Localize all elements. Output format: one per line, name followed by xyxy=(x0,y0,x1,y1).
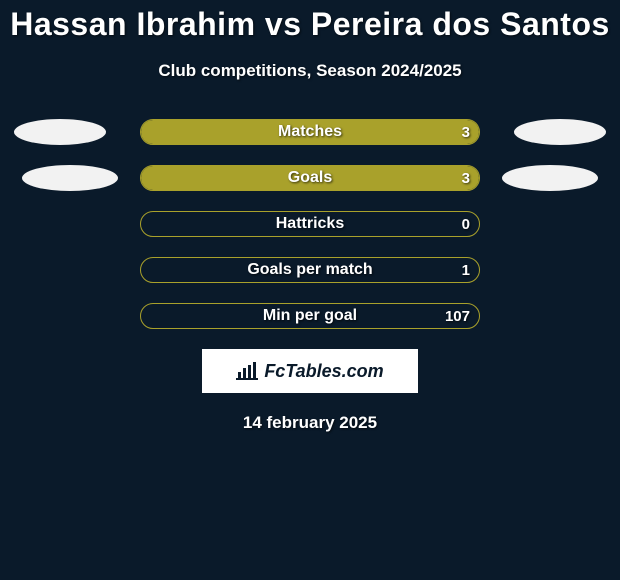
player-photo-left xyxy=(14,119,106,145)
stat-row: Goals3 xyxy=(140,165,480,191)
stats-rows: Matches3 Goals3 Hattricks0 Goals per match1… xyxy=(0,119,620,329)
stat-row: Min per goal107 xyxy=(140,303,480,329)
stat-row: Goals per match1 xyxy=(140,257,480,283)
logo-text: FcTables.com xyxy=(264,361,383,382)
chart-icon xyxy=(236,362,258,380)
player-photo-right xyxy=(502,165,598,191)
stat-row: Hattricks0 xyxy=(140,211,480,237)
date-label: 14 february 2025 xyxy=(0,413,620,433)
subtitle: Club competitions, Season 2024/2025 xyxy=(0,61,620,81)
player-photo-left xyxy=(22,165,118,191)
bar-track xyxy=(140,257,480,283)
stat-row: Matches3 xyxy=(140,119,480,145)
comparison-infographic: Hassan Ibrahim vs Pereira dos Santos Clu… xyxy=(0,0,620,433)
bar-track xyxy=(140,119,480,145)
bar-track xyxy=(140,211,480,237)
player-photo-right xyxy=(514,119,606,145)
bar-track xyxy=(140,303,480,329)
logo-badge: FcTables.com xyxy=(202,349,418,393)
bar-fill xyxy=(141,120,479,144)
page-title: Hassan Ibrahim vs Pereira dos Santos xyxy=(0,6,620,43)
bar-track xyxy=(140,165,480,191)
bar-fill xyxy=(141,166,479,190)
